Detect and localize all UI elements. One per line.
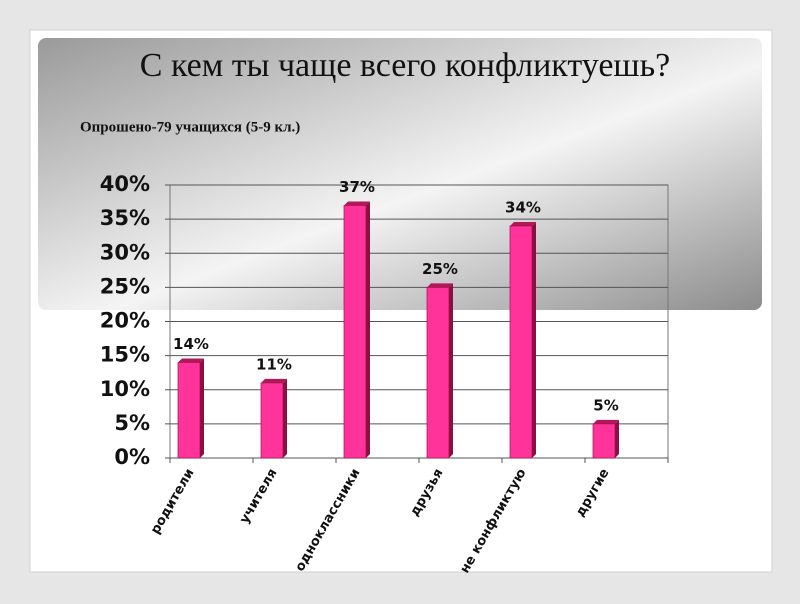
- value-label: 34%: [505, 198, 541, 216]
- chart-subtitle: Опрошено-79 учащихся (5-9 кл.): [80, 119, 300, 135]
- y-tick-label: 35%: [100, 206, 150, 230]
- chart-title: С кем ты чаще всего конфликтуешь?: [140, 47, 670, 84]
- y-tick-label: 5%: [114, 411, 150, 435]
- bar: [177, 362, 201, 459]
- y-tick-label: 10%: [100, 377, 150, 401]
- value-label: 11%: [256, 355, 292, 373]
- bar-side: [366, 201, 370, 458]
- bar-top: [178, 358, 204, 363]
- bar-top: [344, 201, 370, 206]
- bar-top: [427, 283, 453, 288]
- bar: [260, 382, 284, 459]
- bar: [509, 225, 533, 459]
- bar-side: [283, 378, 287, 458]
- bar-top: [510, 221, 536, 226]
- value-label: 37%: [339, 178, 375, 196]
- bar-side: [615, 419, 619, 458]
- header-panel: [38, 38, 762, 310]
- bar: [343, 205, 367, 459]
- value-label: 25%: [422, 260, 458, 278]
- bar-side: [200, 358, 204, 458]
- bar-side: [532, 221, 536, 458]
- y-tick-label: 40%: [100, 172, 150, 196]
- bar-top: [261, 378, 287, 383]
- bar-top: [593, 419, 619, 424]
- y-tick-label: 0%: [114, 445, 150, 469]
- value-label: 5%: [593, 396, 618, 414]
- bar-side: [449, 283, 453, 458]
- y-tick-label: 15%: [100, 343, 150, 367]
- value-label: 14%: [173, 335, 209, 353]
- bar: [592, 423, 616, 459]
- y-tick-label: 25%: [100, 274, 150, 298]
- y-tick-label: 20%: [100, 309, 150, 333]
- y-tick-label: 30%: [100, 240, 150, 264]
- bar: [426, 287, 450, 459]
